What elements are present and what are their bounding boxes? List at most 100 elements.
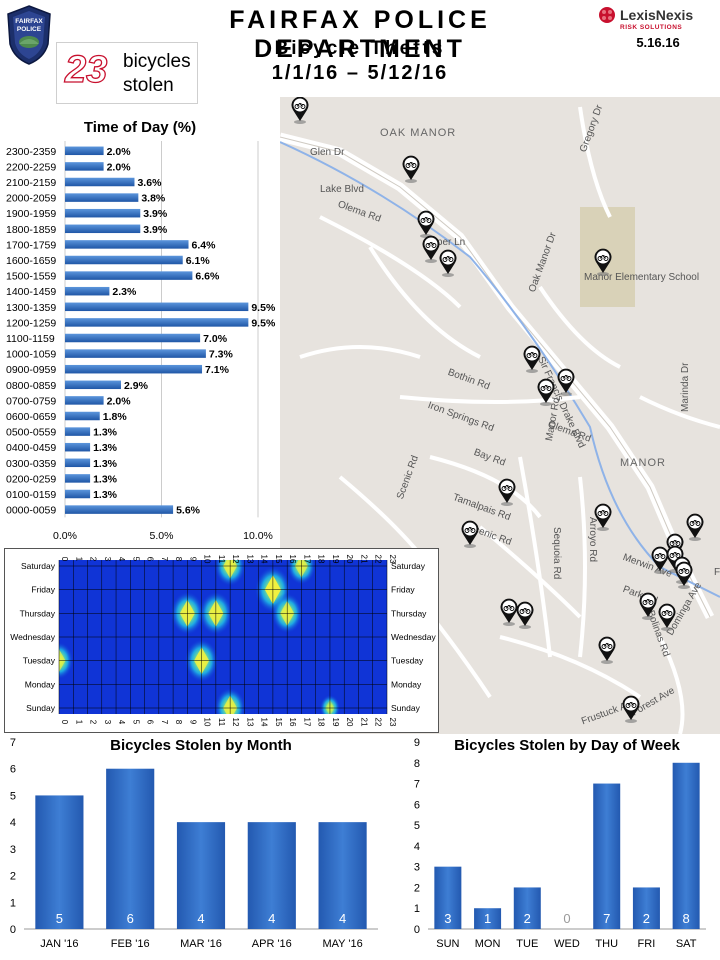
bicycle-marker-icon[interactable] (498, 597, 520, 627)
y-tick-label: 2 (10, 871, 16, 883)
hour-label-bottom: 19 (331, 718, 340, 727)
bicycle-marker-icon[interactable] (400, 154, 422, 184)
bicycle-marker-icon[interactable] (415, 209, 437, 239)
day-label-right: Friday (391, 585, 415, 595)
time-value-label: 6.6% (195, 271, 220, 283)
bicycle-marker-icon[interactable] (637, 591, 659, 621)
category-label: 0100-0159 (6, 489, 56, 501)
map-street-label: OAK MANOR (380, 127, 457, 139)
y-tick-label: 4 (414, 841, 420, 853)
bicycle-marker-icon[interactable] (656, 602, 678, 632)
time-value-label: 2.0% (107, 161, 132, 173)
category-label: 1100-1159 (6, 333, 55, 345)
time-value-label: 3.9% (143, 224, 168, 236)
day-of-week-chart: Bicycles Stolen by Day of Week 0 1 2 3 4 5 6 7 8 9… (414, 737, 706, 950)
report-subtitle: Bicycle Thefts (274, 38, 446, 59)
category-label: JAN '16 (40, 938, 78, 950)
map-street-label: Manor Elementary School (584, 272, 700, 283)
category-label: 2100-2159 (6, 177, 56, 189)
chart-title: Bicycles Stolen by Day of Week (454, 737, 680, 754)
time-bar (65, 193, 139, 202)
bicycle-marker-icon[interactable] (596, 635, 618, 665)
day-label-right: Sunday (391, 703, 421, 713)
hour-label-top: 0 (60, 557, 69, 562)
theft-count: 23 (64, 48, 108, 91)
bar-value-label: 3 (444, 911, 451, 926)
bar-value-label: 8 (683, 911, 690, 926)
count-bar (247, 822, 296, 929)
category-label: 1600-1659 (6, 255, 56, 267)
hour-label-bottom: 13 (245, 718, 254, 727)
bar-value-label: 1 (484, 911, 491, 926)
time-bar (65, 396, 104, 405)
bicycle-marker-icon[interactable] (592, 502, 614, 532)
y-tick-label: 3 (10, 844, 16, 856)
hour-label-bottom: 10 (203, 718, 212, 727)
category-label: MAY '16 (322, 938, 362, 950)
y-tick-label: 9 (414, 737, 420, 749)
month-chart: Bicycles Stolen by Month 0 1 2 3 4 5 6 7 5 JAN '16… (10, 737, 378, 950)
time-value-label: 2.0% (107, 146, 132, 158)
hour-label-bottom: 5 (131, 720, 140, 725)
hour-label-top: 3 (103, 557, 112, 562)
category-label: 2300-2359 (6, 146, 56, 158)
time-of-day-chart: Time of Day (%) 0.0% 5.0% 10.0% 2300-2359 2.0… (6, 119, 276, 542)
time-value-label: 3.6% (137, 177, 162, 189)
time-value-label: 2.0% (107, 395, 132, 407)
time-value-label: 1.3% (93, 427, 118, 439)
bar-value-label: 2 (643, 911, 650, 926)
category-label: 0800-0859 (6, 380, 56, 392)
bicycle-marker-icon[interactable] (289, 97, 311, 125)
bicycle-marker-icon[interactable] (437, 248, 459, 278)
department-title: FAIRFAX POLICE DEPARTMENT (229, 6, 491, 63)
hour-label-bottom: 0 (60, 720, 69, 725)
bicycle-marker-icon[interactable] (420, 234, 442, 264)
bicycle-marker-icon[interactable] (496, 477, 518, 507)
time-bar (65, 380, 121, 390)
hour-label-bottom: 23 (388, 718, 397, 727)
bicycle-marker-icon[interactable] (459, 519, 481, 549)
hour-label-top: 19 (331, 555, 340, 564)
bicycle-marker-icon[interactable] (555, 367, 577, 397)
count-bar (106, 768, 155, 929)
category-label: 0500-0559 (6, 427, 56, 439)
category-label: 1800-1859 (6, 224, 56, 236)
hour-label-top: 12 (231, 555, 240, 564)
y-tick-label: 2 (414, 882, 420, 894)
bicycle-marker-icon[interactable] (620, 694, 642, 724)
hour-label-top: 23 (388, 555, 397, 564)
hour-label-bottom: 21 (359, 718, 368, 727)
hour-label-bottom: 3 (103, 720, 112, 725)
category-label: SAT (676, 938, 697, 950)
hour-label-bottom: 8 (174, 720, 183, 725)
hour-label-top: 6 (146, 557, 155, 562)
bicycle-marker-icon[interactable] (649, 545, 671, 575)
bicycle-marker-icon[interactable] (592, 247, 614, 277)
bicycle-marker-icon[interactable] (684, 512, 706, 542)
hour-label-top: 21 (359, 555, 368, 564)
bar-value-label: 4 (268, 911, 275, 926)
badge-text-line2: POLICE (17, 26, 42, 33)
time-bar (65, 364, 203, 374)
bar-value-label: 4 (197, 911, 204, 926)
bar-value-label: 4 (339, 911, 346, 926)
time-of-day-title: Time of Day (%) (84, 119, 196, 136)
bicycle-marker-icon[interactable] (514, 600, 536, 630)
bicycle-marker-icon[interactable] (521, 344, 543, 374)
time-value-label: 3.9% (143, 208, 168, 220)
time-bar (65, 208, 141, 218)
bicycle-marker-icon[interactable] (673, 560, 695, 590)
bar-value-label: 5 (56, 911, 63, 926)
time-bar (65, 240, 189, 249)
hour-label-bottom: 9 (188, 720, 197, 725)
hour-label-bottom: 11 (217, 718, 226, 727)
time-bar (65, 442, 91, 452)
brand-name: LexisNexis (620, 7, 694, 23)
day-label-left: Wednesday (10, 632, 55, 642)
count-bar (632, 887, 660, 929)
category-label: 1500-1559 (6, 271, 56, 283)
category-label: 1000-1059 (6, 349, 56, 361)
count-label-line2: stolen (123, 75, 174, 96)
bicycle-marker-icon[interactable] (535, 377, 557, 407)
bar-value-label: 6 (127, 911, 134, 926)
